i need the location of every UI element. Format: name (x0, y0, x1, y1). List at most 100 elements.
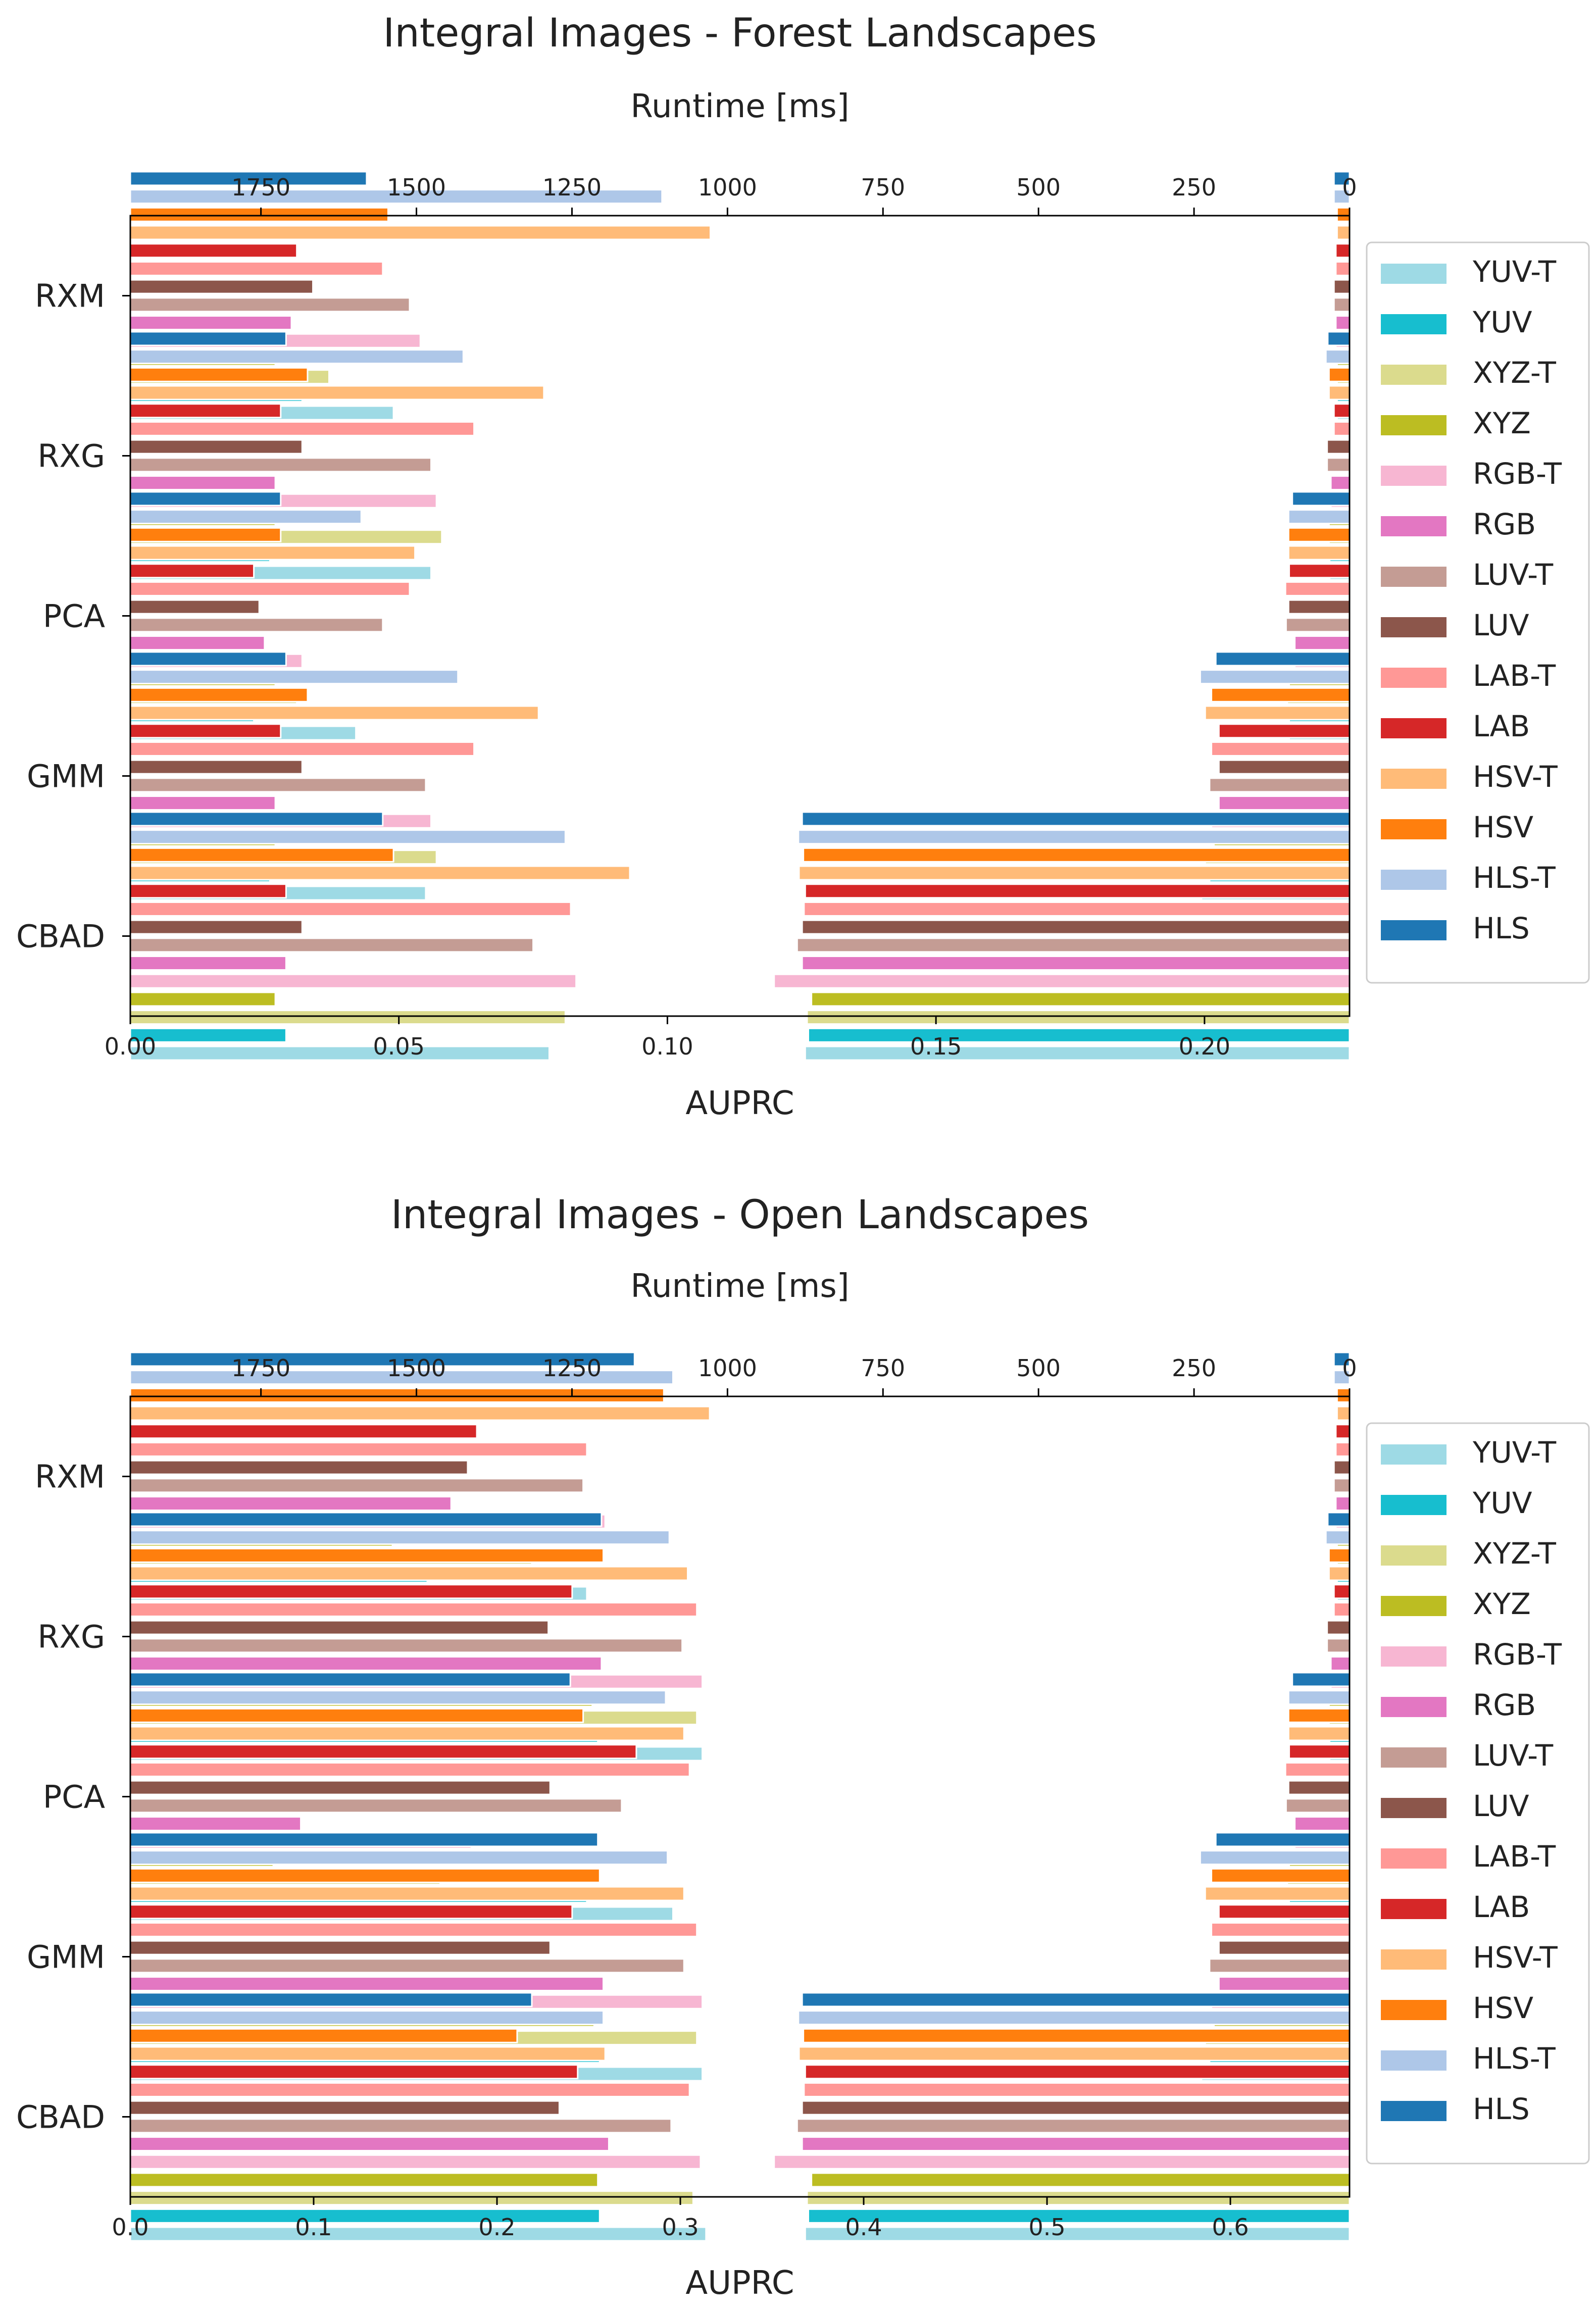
x-tick-label: 0.2 (478, 2214, 515, 2241)
legend-swatch-yuv (1381, 314, 1447, 334)
plot-frame (129, 215, 1351, 1017)
x-tick-label: 0.15 (910, 1033, 962, 1060)
runtime-bar-cbad-hls (801, 1992, 1351, 2007)
auprc-bar-rxm-lab-t (129, 1441, 588, 1457)
runtime-bar-rxg-rgb (1330, 1656, 1351, 1672)
runtime-bar-gmm-lab-t (1211, 741, 1351, 757)
runtime-bar-pca-hsv-t (1287, 1726, 1351, 1741)
auprc-bar-rxg-lab-t (129, 421, 475, 436)
auprc-bar-cbad-hsv (129, 2028, 518, 2043)
legend-label-xyz-t: XYZ-T (1473, 356, 1556, 390)
auprc-bar-rxg-hls (129, 1512, 603, 1527)
legend-swatch-lab (1381, 718, 1447, 738)
runtime-tick-label: 500 (1016, 1354, 1061, 1382)
runtime-bar-pca-hls (1291, 1672, 1351, 1687)
auprc-bar-rxg-luv (129, 439, 303, 455)
runtime-bar-rxm-lab (1335, 243, 1351, 259)
auprc-bar-cbad-xyz-t (129, 2190, 694, 2206)
runtime-tick-label: 1750 (231, 1354, 290, 1382)
auprc-bar-rxg-luv-t (129, 457, 432, 473)
runtime-bar-cbad-hls-t (797, 2010, 1351, 2026)
legend-label-luv: LUV (1473, 608, 1529, 642)
runtime-bar-gmm-hsv-t (1204, 705, 1351, 721)
runtime-bar-rxg-hls (1327, 331, 1351, 346)
auprc-bar-cbad-rgb (129, 2136, 610, 2152)
auprc-bar-rxm-rgb (129, 1496, 452, 1512)
auprc-bar-rxm-luv-t (129, 1478, 584, 1493)
runtime-bar-gmm-hls-t (1199, 669, 1351, 685)
runtime-bar-gmm-luv-t (1209, 1958, 1351, 1974)
runtime-bar-cbad-luv-t (796, 937, 1351, 953)
legend-swatch-hsv-t (1381, 1949, 1447, 1970)
runtime-bar-pca-lab-t (1284, 581, 1351, 596)
runtime-bar-rxg-rgb (1330, 475, 1351, 491)
legend-swatch-luv (1381, 617, 1447, 637)
runtime-bar-cbad-hsv (803, 847, 1351, 863)
x-tick-label: 0.20 (1179, 1033, 1230, 1060)
runtime-bar-cbad-hls (801, 811, 1351, 827)
x-tick-label: 0.3 (662, 2214, 699, 2241)
auprc-bar-cbad-hls (129, 1992, 533, 2007)
auprc-bar-rxg-hls (129, 331, 287, 346)
legend-swatch-hls (1381, 920, 1447, 940)
legend-swatch-yuv-t (1381, 264, 1447, 284)
bar-group (129, 171, 1351, 1061)
runtime-bar-pca-lab-t (1284, 1762, 1351, 1777)
runtime-bar-pca-hls-t (1287, 509, 1351, 525)
runtime-bar-rxm-luv (1333, 1460, 1351, 1475)
runtime-bar-pca-lab (1288, 563, 1351, 579)
runtime-bar-rxg-hsv (1328, 1547, 1351, 1563)
legend-label-hls-t: HLS-T (1473, 2041, 1556, 2076)
auprc-bar-rxg-hsv-t (129, 385, 545, 400)
auprc-bar-rxm-hsv-t (129, 225, 712, 240)
auprc-bar-cbad-lab (129, 2064, 579, 2080)
runtime-bar-cbad-xyz-t (806, 2190, 1351, 2206)
runtime-bar-pca-luv-t (1285, 617, 1351, 633)
auprc-bar-rxm-luv (129, 1460, 469, 1475)
legend-swatch-hsv (1381, 2000, 1447, 2020)
runtime-tick-label: 250 (1172, 174, 1216, 201)
runtime-bar-rxg-lab-t (1333, 421, 1351, 436)
legend-label-hls-t: HLS-T (1473, 861, 1556, 895)
auprc-bar-pca-luv-t (129, 617, 384, 633)
runtime-tick-label: 1250 (542, 174, 602, 201)
legend-label-xyz: XYZ (1473, 1587, 1531, 1621)
runtime-bar-cbad-hls-t (797, 829, 1351, 845)
legend-label-yuv: YUV (1472, 305, 1532, 339)
runtime-bar-rxm-lab (1335, 1424, 1351, 1439)
auprc-bar-pca-hsv (129, 527, 282, 542)
auprc-bar-pca-luv (129, 599, 260, 615)
x-tick-label: 0.10 (641, 1033, 693, 1060)
auprc-bar-gmm-lab-t (129, 1922, 698, 1937)
top-axis-label: Runtime [ms] (630, 88, 849, 125)
auprc-bar-rxm-lab-t (129, 261, 384, 276)
runtime-bar-rxm-luv-t (1333, 1478, 1351, 1493)
runtime-bar-gmm-rgb (1218, 795, 1351, 811)
runtime-bar-pca-luv (1287, 599, 1351, 615)
runtime-bar-cbad-rgb-t (773, 973, 1351, 989)
auprc-bar-pca-hsv (129, 1707, 584, 1723)
runtime-bar-pca-rgb (1294, 635, 1351, 651)
category-label-cbad: CBAD (16, 2099, 105, 2136)
auprc-bar-rxm-lab (129, 243, 298, 259)
legend-label-rgb: RGB (1473, 1688, 1536, 1722)
runtime-bar-cbad-luv-t (796, 2118, 1351, 2134)
auprc-bar-rxg-lab (129, 403, 282, 419)
runtime-bar-gmm-luv-t (1209, 777, 1351, 793)
runtime-bar-rxm-hsv (1336, 207, 1351, 222)
x-tick-label: 0.1 (295, 2214, 332, 2241)
runtime-bar-cbad-luv (801, 919, 1351, 935)
auprc-bar-cbad-hsv-t (129, 865, 631, 881)
plot-frame (129, 1395, 1351, 2198)
runtime-bar-rxm-hls-t (1333, 1370, 1351, 1385)
runtime-bar-cbad-rgb (801, 2136, 1351, 2152)
legend-swatch-hls (1381, 2101, 1447, 2121)
runtime-tick-label: 0 (1342, 1354, 1357, 1382)
runtime-bar-rxg-hsv-t (1328, 1566, 1351, 1581)
runtime-bar-rxm-hsv-t (1336, 225, 1351, 240)
runtime-bar-rxg-lab-t (1333, 1601, 1351, 1617)
legend-label-hls: HLS (1473, 2092, 1530, 2126)
legend-swatch-hls-t (1381, 2050, 1447, 2071)
auprc-bar-cbad-lab-t (129, 2082, 690, 2097)
auprc-bar-cbad-rgb-t (129, 2154, 702, 2170)
